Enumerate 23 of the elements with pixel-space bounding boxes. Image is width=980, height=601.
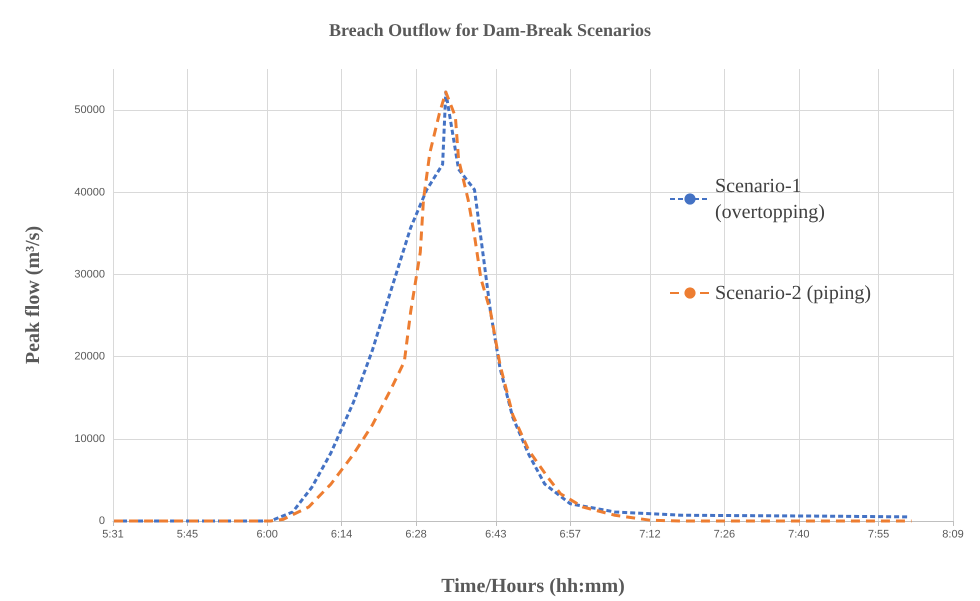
y-axis-title: Peak flow (m³/s) (22, 226, 44, 364)
legend-label: Scenario-1 (overtopping) (715, 175, 825, 223)
y-tick-label: 50000 (74, 104, 105, 116)
x-tick-label: 7:26 (714, 528, 736, 540)
x-tick-label: 5:45 (176, 528, 198, 540)
x-tick-label: 6:43 (485, 528, 506, 540)
x-axis-title: Time/Hours (hh:mm) (441, 575, 625, 597)
y-tick-label: 30000 (74, 268, 105, 280)
x-tick-label: 8:09 (942, 528, 964, 540)
x-tick-label: 6:28 (405, 528, 427, 540)
x-tick-label: 6:14 (330, 528, 352, 540)
x-tick-label: 5:31 (102, 528, 124, 540)
x-tick-label: 7:55 (868, 528, 890, 540)
y-tick-label: 40000 (74, 186, 105, 198)
x-tick-label: 7:12 (639, 528, 661, 540)
x-tick-label: 6:57 (560, 528, 581, 540)
chart-title: Breach Outflow for Dam-Break Scenarios (329, 20, 651, 40)
y-tick-label: 10000 (74, 432, 105, 445)
x-tick-label: 7:40 (788, 528, 810, 540)
y-tick-label: 0 (98, 515, 105, 527)
x-tick-label: 6:00 (256, 528, 278, 540)
legend-label: Scenario-2 (piping) (715, 282, 872, 304)
y-tick-label: 20000 (74, 350, 105, 363)
